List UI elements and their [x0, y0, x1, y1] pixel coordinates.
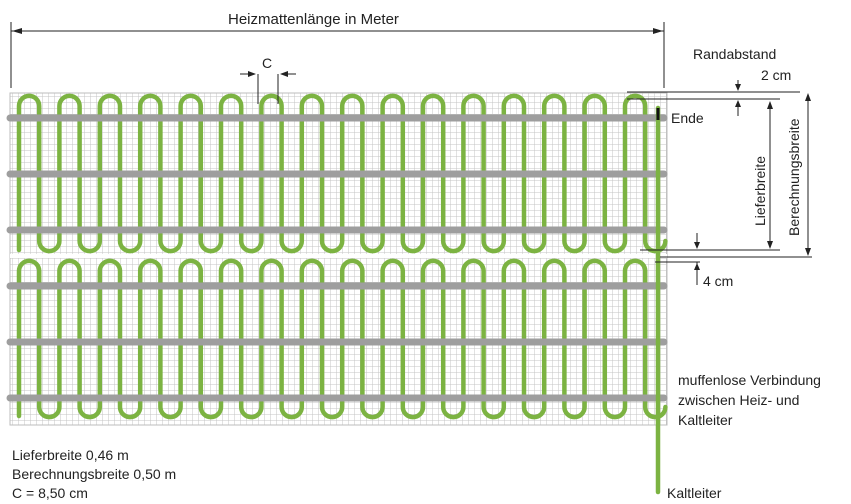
ende-label: Ende	[671, 110, 704, 126]
spec-notes: Lieferbreite 0,46 m Berechnungsbreite 0,…	[12, 446, 176, 503]
connection-label-line3: Kaltleiter	[678, 412, 733, 428]
four-cm-label: 4 cm	[703, 273, 734, 289]
lieferbreite-label: Lieferbreite	[752, 155, 768, 226]
berechnungsbreite-label: Berechnungsbreite	[786, 118, 802, 236]
length-arrowhead-right	[653, 28, 663, 34]
spec-berechnungsbreite: Berechnungsbreite 0,50 m	[12, 466, 177, 482]
heating-cable	[16, 93, 668, 420]
rand-arrowhead-bottom	[735, 100, 741, 107]
c-label: C	[262, 55, 273, 71]
spec-lieferbreite: Lieferbreite 0,46 m	[12, 447, 129, 463]
randabstand-label: Randabstand	[693, 46, 777, 62]
berechnung-arrowhead-bottom	[805, 248, 811, 256]
length-arrowhead-left	[12, 28, 22, 34]
four-cm-arrowhead-bottom	[694, 263, 700, 270]
liefer-arrowhead-top	[767, 101, 773, 109]
connection-label-line2: zwischen Heiz- und	[678, 392, 800, 408]
rand-arrowhead-top	[735, 84, 741, 91]
two-cm-label: 2 cm	[761, 67, 792, 83]
heating-cable-upper-mat	[16, 93, 668, 254]
liefer-arrowhead-bottom	[767, 241, 773, 249]
spec-c: C = 8,50 cm	[12, 485, 88, 501]
berechnung-arrowhead-top	[805, 93, 811, 101]
connection-label-line1: muffenlose Verbindung	[678, 372, 821, 388]
heating-cable-lower-mat	[16, 258, 668, 420]
four-cm-arrowhead-top	[694, 242, 700, 249]
c-arrowhead-right	[280, 71, 288, 77]
c-arrowhead-left	[248, 71, 256, 77]
mat-length-label: Heizmattenlänge in Meter	[228, 11, 399, 28]
cold-lead-label: Kaltleiter	[667, 485, 722, 501]
carrier-strips	[6, 114, 668, 402]
